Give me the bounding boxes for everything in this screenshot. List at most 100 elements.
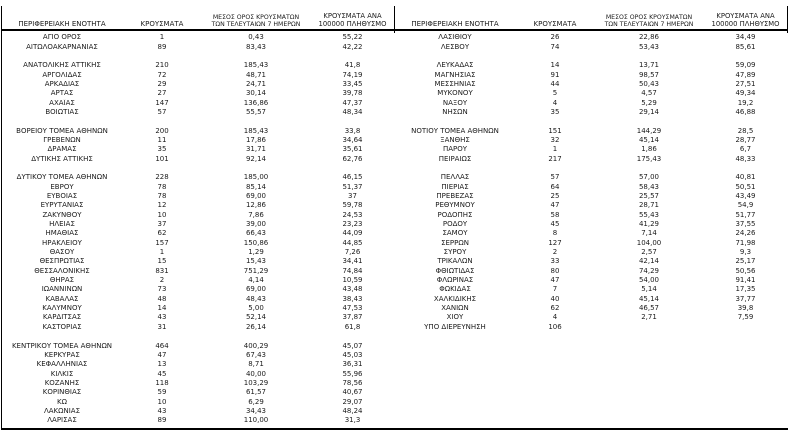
- region-cell: ΒΟΡΕΙΟΥ ΤΟΜΕΑ ΑΘΗΝΩΝ: [16, 126, 108, 135]
- table-row: ΦΘΙΩΤΙΔΑΣ 80 74,29 50,56: [395, 267, 788, 276]
- table-row: ΣΑΜΟΥ 8 7,14 24,26: [395, 229, 788, 238]
- cases-cell: 147: [155, 98, 169, 107]
- table-row: ΚΙΛΚΙΣ 45 40,00 55,96: [2, 369, 395, 378]
- avg7-cell: 48,71: [245, 70, 267, 79]
- region-cell: ΑΧΑΪΑΣ: [49, 98, 75, 107]
- region-cell: ΑΡΤΑΣ: [50, 89, 74, 98]
- avg7-cell: 400,29: [243, 341, 269, 350]
- cases-cell: 101: [155, 154, 169, 163]
- region-cell: ΘΕΣΣΑΛΟΝΙΚΗΣ: [34, 266, 90, 275]
- per100k-cell: 9,3: [739, 248, 752, 257]
- avg7-cell: 12,86: [245, 201, 267, 210]
- region-cell: ΝΟΤΙΟΥ ΤΟΜΕΑ ΑΘΗΝΩΝ: [411, 126, 499, 135]
- cases-cell: 25: [550, 192, 560, 201]
- region-cell: ΛΕΥΚΑΔΑΣ: [436, 61, 474, 70]
- region-cell: ΚΩ: [57, 397, 67, 406]
- table-row: ΡΟΔΟΠΗΣ 58 55,43 51,77: [395, 211, 788, 220]
- per100k-cell: 59,09: [735, 61, 756, 70]
- cases-cell: 151: [548, 126, 562, 135]
- per100k-cell: 37,87: [342, 313, 363, 322]
- cases-cell: 44: [550, 79, 560, 88]
- avg7-cell: 55,43: [638, 210, 660, 219]
- avg7-cell: 150,86: [243, 238, 269, 247]
- region-cell: ΚΟΡΙΝΘΙΑΣ: [42, 388, 82, 397]
- cases-cell: 48: [157, 294, 167, 303]
- cases-cell: 4: [552, 98, 558, 107]
- table-row: ΣΥΡΟΥ 2 2,57 9,3: [395, 248, 788, 257]
- per100k-cell: 29,07: [342, 397, 363, 406]
- cases-cell: 2: [552, 248, 558, 257]
- cases-cell: 57: [550, 173, 560, 182]
- cases-cell: 43: [157, 313, 167, 322]
- per100k-cell: 85,61: [735, 42, 756, 51]
- per100k-cell: 35,61: [342, 145, 363, 154]
- group-spacer: [395, 117, 788, 126]
- avg7-cell: 30,14: [245, 89, 267, 98]
- avg7-cell: 144,29: [636, 126, 662, 135]
- per100k-cell: 59,78: [342, 201, 363, 210]
- per100k-cell: 50,56: [735, 266, 756, 275]
- table-row: ΞΑΝΘΗΣ 32 45,14 28,77: [395, 136, 788, 145]
- avg7-cell: 7,14: [641, 229, 657, 238]
- region-cell: ΣΕΡΡΩΝ: [441, 238, 469, 247]
- region-cell: ΛΑΚΩΝΙΑΣ: [43, 406, 81, 415]
- column-header-cases: ΚΡΟΥΣΜΑΤΑ: [533, 20, 577, 28]
- table-row: ΗΡΑΚΛΕΙΟΥ 157 150,86 44,85: [2, 239, 395, 248]
- region-cell: ΝΑΞΟΥ: [442, 98, 468, 107]
- per100k-cell: 51,77: [735, 210, 756, 219]
- cases-cell: 1: [159, 248, 165, 257]
- per100k-cell: 37: [348, 192, 357, 201]
- avg7-cell: 92,14: [245, 154, 267, 163]
- table-row: ΕΥΡΥΤΑΝΙΑΣ 12 12,86 59,78: [2, 201, 395, 210]
- avg7-cell: 53,43: [638, 42, 660, 51]
- table-row: ΑΙΤΩΛΟΑΚΑΡΝΑΝΙΑΣ 89 83,43 42,22: [2, 42, 395, 51]
- region-cell: ΑΡΓΟΛΙΔΑΣ: [42, 70, 82, 79]
- avg7-cell: 83,43: [245, 42, 267, 51]
- avg7-cell: 2,71: [641, 313, 657, 322]
- region-cell: ΣΑΜΟΥ: [442, 229, 468, 238]
- per100k-cell: 44,85: [342, 238, 363, 247]
- region-table-left: ΠΕΡΙΦΕΡΕΙΑΚΗ ΕΝΟΤΗΤΑ ΚΡΟΥΣΜΑΤΑ ΜΕΣΟΣ ΟΡΟ…: [2, 6, 395, 425]
- cases-cell: 11: [157, 135, 167, 144]
- per100k-cell: 47,37: [342, 98, 363, 107]
- cases-cell: 74: [550, 42, 560, 51]
- avg7-cell: 69,00: [245, 285, 267, 294]
- table-row: ΘΑΣΟΥ 1 1,29 7,26: [2, 248, 395, 257]
- per100k-cell: 24,53: [342, 210, 363, 219]
- per100k-cell: 39,78: [342, 89, 363, 98]
- table-row: ΚΟΖΑΝΗΣ 118 103,29 78,56: [2, 379, 395, 388]
- region-cell: ΛΑΣΙΘΙΟΥ: [438, 33, 472, 42]
- table-row: ΔΡΑΜΑΣ 35 31,71 35,61: [2, 145, 395, 154]
- cases-cell: 14: [550, 61, 560, 70]
- cases-cell: 80: [550, 266, 560, 275]
- table-row: ΡΟΔΟΥ 45 41,29 37,55: [395, 220, 788, 229]
- avg7-cell: 34,43: [245, 406, 267, 415]
- avg7-cell: 2,57: [641, 248, 657, 257]
- avg7-cell: 54,00: [638, 276, 660, 285]
- column-header-avg7: ΜΕΣΟΣ ΟΡΟΣ ΚΡΟΥΣΜΑΤΩΝ ΤΩΝ ΤΕΛΕΥΤΑΙΩΝ 7 Η…: [211, 14, 301, 28]
- cases-cell: 5: [552, 89, 558, 98]
- cases-cell: 2: [159, 276, 165, 285]
- per100k-cell: 46,88: [735, 107, 756, 116]
- table-row: ΜΕΣΣΗΝΙΑΣ 44 50,43 27,51: [395, 80, 788, 89]
- table-row: ΛΑΡΙΣΑΣ 89 110,00 31,3: [2, 416, 395, 425]
- cases-cell: 14: [157, 304, 167, 313]
- per100k-cell: 54,9: [737, 201, 754, 210]
- region-cell: ΔΡΑΜΑΣ: [47, 145, 77, 154]
- cases-cell: 10: [157, 397, 167, 406]
- avg7-cell: 0,43: [248, 33, 264, 42]
- region-cell: ΚΕΦΑΛΛΗΝΙΑΣ: [36, 360, 88, 369]
- cases-cell: 33: [550, 257, 560, 266]
- table-row: ΜΑΓΝΗΣΙΑΣ 91 98,57 47,89: [395, 70, 788, 79]
- table-row: ΗΜΑΘΙΑΣ 62 66,43 44,09: [2, 229, 395, 238]
- table-row: ΝΟΤΙΟΥ ΤΟΜΕΑ ΑΘΗΝΩΝ 151 144,29 28,5: [395, 126, 788, 135]
- region-cell: ΑΙΤΩΛΟΑΚΑΡΝΑΝΙΑΣ: [26, 42, 98, 51]
- column-header-region: ΠΕΡΙΦΕΡΕΙΑΚΗ ΕΝΟΤΗΤΑ: [411, 20, 499, 28]
- cases-cell: 127: [548, 238, 562, 247]
- cases-cell: 47: [550, 276, 560, 285]
- table-row: ΤΡΙΚΑΛΩΝ 33 42,14 25,17: [395, 257, 788, 266]
- per100k-cell: 48,24: [342, 406, 363, 415]
- per100k-cell: 40,67: [342, 388, 363, 397]
- avg7-cell: 4,57: [641, 89, 657, 98]
- table-row: ΑΝΑΤΟΛΙΚΗΣ ΑΤΤΙΚΗΣ 210 185,43 41,8: [2, 61, 395, 70]
